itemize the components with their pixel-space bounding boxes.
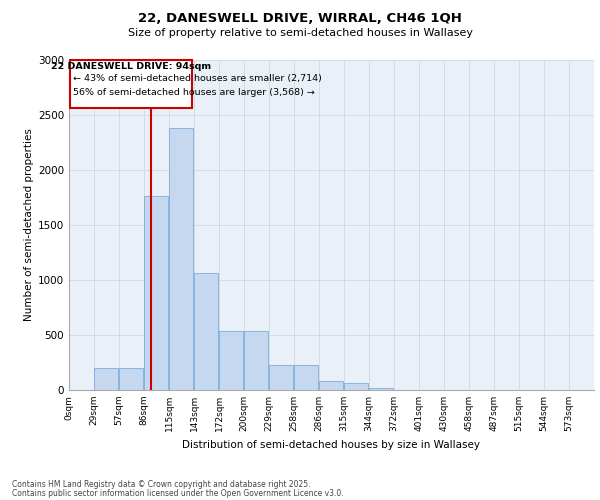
Bar — [119, 368, 143, 390]
Bar — [144, 196, 168, 390]
Text: Contains public sector information licensed under the Open Government Licence v3: Contains public sector information licen… — [12, 488, 344, 498]
Text: Contains HM Land Registry data © Crown copyright and database right 2025.: Contains HM Land Registry data © Crown c… — [12, 480, 311, 489]
Bar — [269, 364, 293, 390]
Bar — [94, 368, 118, 390]
Bar — [294, 364, 318, 390]
Bar — [194, 274, 218, 390]
Bar — [369, 388, 393, 390]
Bar — [319, 381, 343, 390]
X-axis label: Distribution of semi-detached houses by size in Wallasey: Distribution of semi-detached houses by … — [182, 440, 481, 450]
Text: 22, DANESWELL DRIVE, WIRRAL, CH46 1QH: 22, DANESWELL DRIVE, WIRRAL, CH46 1QH — [138, 12, 462, 26]
Text: ← 43% of semi-detached houses are smaller (2,714): ← 43% of semi-detached houses are smalle… — [73, 74, 322, 84]
Bar — [344, 384, 368, 390]
Text: Size of property relative to semi-detached houses in Wallasey: Size of property relative to semi-detach… — [128, 28, 473, 38]
Text: 56% of semi-detached houses are larger (3,568) →: 56% of semi-detached houses are larger (… — [73, 88, 315, 97]
Bar — [169, 128, 193, 390]
Bar — [219, 330, 243, 390]
FancyBboxPatch shape — [70, 60, 191, 108]
Y-axis label: Number of semi-detached properties: Number of semi-detached properties — [24, 128, 34, 322]
Bar — [244, 330, 268, 390]
Text: 22 DANESWELL DRIVE: 94sqm: 22 DANESWELL DRIVE: 94sqm — [50, 62, 211, 70]
